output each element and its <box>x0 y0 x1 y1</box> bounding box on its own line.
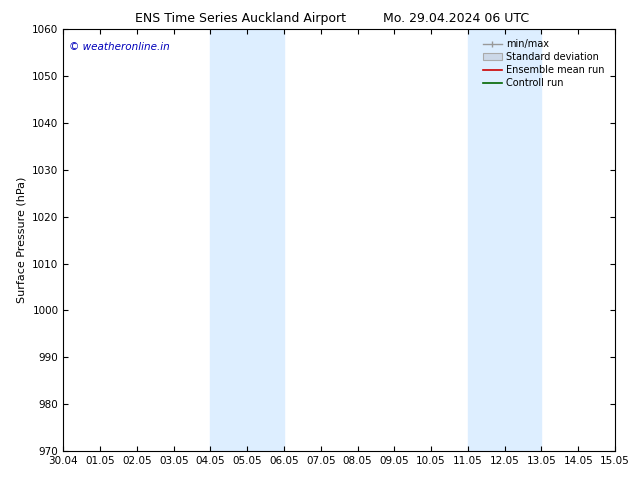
Bar <box>505 29 541 451</box>
Bar <box>247 29 284 451</box>
Text: Mo. 29.04.2024 06 UTC: Mo. 29.04.2024 06 UTC <box>384 12 529 25</box>
Text: ENS Time Series Auckland Airport: ENS Time Series Auckland Airport <box>136 12 346 25</box>
Bar <box>468 29 505 451</box>
Y-axis label: Surface Pressure (hPa): Surface Pressure (hPa) <box>16 177 27 303</box>
Legend: min/max, Standard deviation, Ensemble mean run, Controll run: min/max, Standard deviation, Ensemble me… <box>480 36 607 91</box>
Bar <box>210 29 247 451</box>
Text: © weatheronline.in: © weatheronline.in <box>69 42 170 52</box>
